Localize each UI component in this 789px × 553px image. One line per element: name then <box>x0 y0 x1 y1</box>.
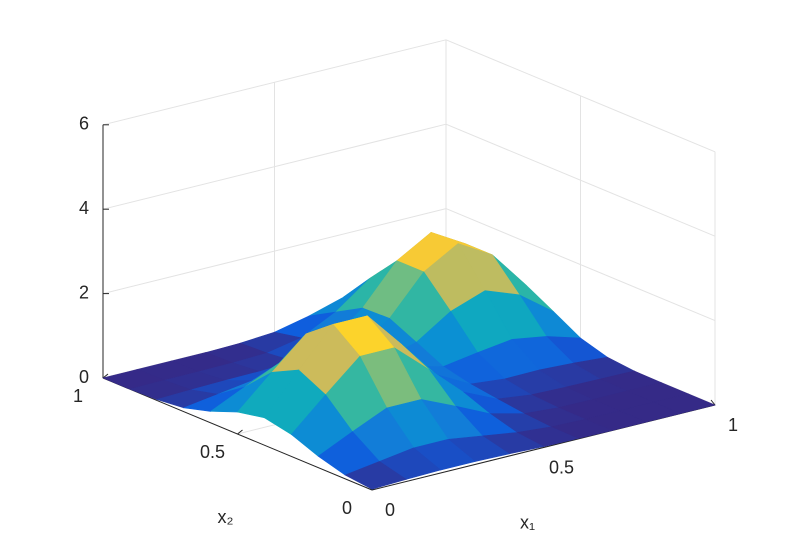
x-tick-label: 1 <box>728 415 738 435</box>
x-tick-label: 0.5 <box>549 457 574 477</box>
z-tick-label: 2 <box>79 282 89 302</box>
z-tick-label: 0 <box>79 367 89 387</box>
z-tick-label: 6 <box>79 114 89 134</box>
y-tick <box>237 429 243 435</box>
surface-facet <box>344 461 408 490</box>
y-tick <box>102 373 109 379</box>
y-axis-label: x₂ <box>218 507 234 527</box>
y-tick-label: 0.5 <box>200 442 225 462</box>
y-tick-label: 1 <box>73 386 83 406</box>
x-tick-label: 0 <box>385 500 395 520</box>
x-tick <box>710 399 716 406</box>
z-tick-label: 4 <box>79 198 89 218</box>
x-axis-label: x₁ <box>520 512 535 532</box>
y-tick-label: 0 <box>342 498 352 518</box>
